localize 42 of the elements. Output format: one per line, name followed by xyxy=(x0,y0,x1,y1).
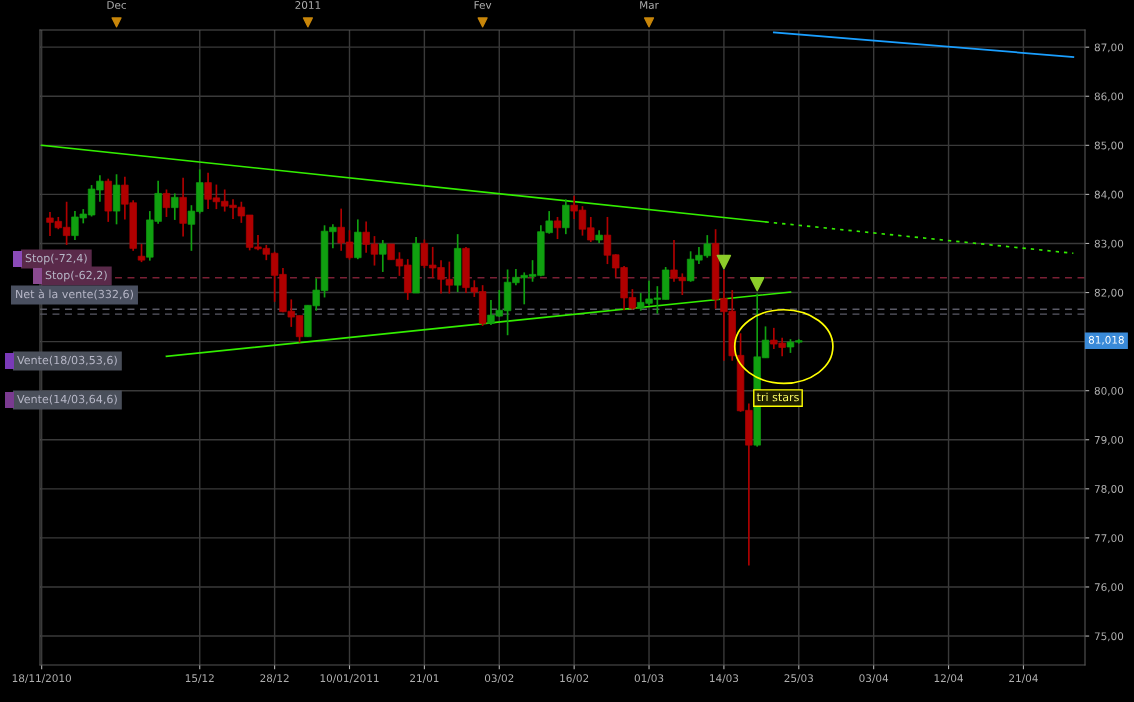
y-tick-label: 76,00 xyxy=(1094,583,1124,593)
x-tick-label: 28/12 xyxy=(260,674,289,683)
x-tick-label: 15/12 xyxy=(185,674,214,683)
x-tick-label: 03/02 xyxy=(484,674,514,683)
candlestick xyxy=(379,239,387,273)
candlestick xyxy=(562,198,570,235)
text: Dec xyxy=(107,1,126,9)
x-tick-label: 25/03 xyxy=(784,674,813,683)
x-tick-label: 21/01 xyxy=(410,674,439,683)
y-tick-label: 82,00 xyxy=(1094,288,1124,298)
annotation: Stop(-62,2) xyxy=(45,270,107,282)
y-tick-label: 77,00 xyxy=(1094,534,1124,544)
annotation: Net à la vente(332,6) xyxy=(16,289,133,300)
y-tick-label: 83,00 xyxy=(1094,239,1124,249)
candlestick xyxy=(137,243,146,263)
x-tick-label: 12/04 xyxy=(934,674,963,683)
annotation: 81,018 xyxy=(1088,335,1124,345)
y-tick-label: 78,00 xyxy=(1094,485,1124,494)
y-tick-label: 80,00 xyxy=(1094,386,1124,396)
annotation: Vente(14/03,64,6) xyxy=(17,394,117,405)
text: Mar xyxy=(640,1,659,9)
text: 2011 xyxy=(295,1,321,9)
candlestick xyxy=(162,188,171,218)
x-tick-label: 03/04 xyxy=(859,674,889,683)
text: Fev xyxy=(474,1,492,9)
candlestick xyxy=(553,216,562,240)
annotation: tri stars xyxy=(756,392,799,402)
candlestick xyxy=(171,192,179,221)
y-tick-label: 86,00 xyxy=(1094,92,1124,102)
y-tick-label: 84,00 xyxy=(1094,190,1124,200)
x-tick-label: 16/02 xyxy=(560,674,589,683)
x-tick-label: 21/04 xyxy=(1009,674,1038,683)
y-tick-label: 75,00 xyxy=(1094,632,1124,642)
x-tick-label: 18/11/2010 xyxy=(12,674,71,683)
y-tick-label: 87,00 xyxy=(1094,43,1124,53)
y-tick-label: 85,00 xyxy=(1094,141,1124,151)
x-tick-label: 10/01/2011 xyxy=(320,674,379,683)
annotation: Vente(18/03,53,6) xyxy=(17,355,117,366)
annotation: Stop(-72,4) xyxy=(25,253,87,265)
x-tick-label: 01/03 xyxy=(634,674,664,683)
x-tick-label: 14/03 xyxy=(710,674,739,683)
y-tick-label: 79,00 xyxy=(1094,435,1124,445)
